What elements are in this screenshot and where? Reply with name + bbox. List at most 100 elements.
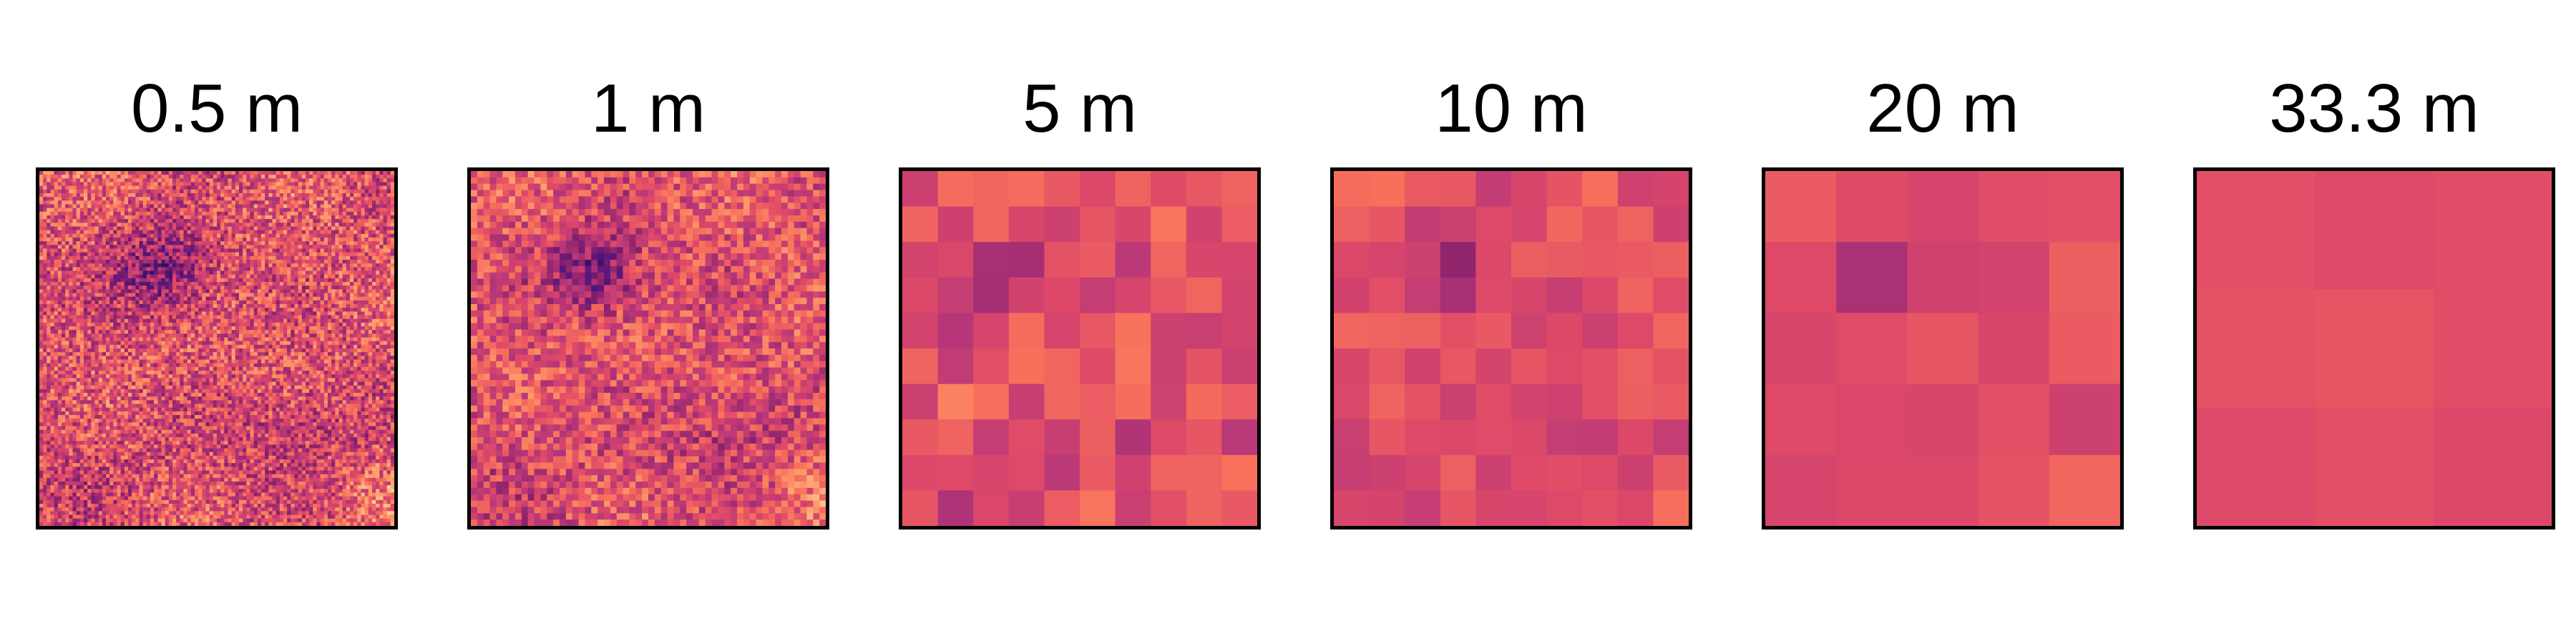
raster-cell	[331, 223, 336, 227]
raster-cell	[124, 359, 129, 364]
raster-cell	[79, 208, 84, 213]
raster-cell	[187, 315, 192, 319]
raster-cell	[357, 270, 361, 275]
raster-cell	[187, 308, 192, 312]
raster-cell	[335, 278, 339, 283]
raster-cell	[357, 293, 361, 297]
raster-cell	[213, 230, 218, 235]
raster-cell	[268, 300, 273, 305]
raster-cell	[390, 197, 394, 201]
raster-cell	[350, 270, 354, 275]
raster-cell	[72, 315, 77, 319]
raster-cell	[135, 315, 140, 319]
raster-cell	[217, 289, 221, 293]
raster-cell	[261, 223, 265, 227]
raster-cell	[246, 260, 250, 264]
raster-cell	[43, 278, 47, 283]
raster-cell	[275, 308, 280, 312]
raster-cell	[98, 282, 103, 286]
raster-cell	[165, 318, 170, 323]
raster-cell	[102, 219, 107, 223]
raster-cell	[320, 211, 325, 216]
raster-cell	[376, 200, 380, 205]
raster-cell	[57, 182, 62, 186]
raster-cell	[98, 215, 103, 220]
raster-cell	[386, 211, 391, 216]
raster-cell	[220, 352, 225, 356]
raster-cell	[128, 315, 132, 319]
raster-cell	[364, 230, 369, 235]
raster-cell	[338, 282, 343, 286]
raster-cell	[205, 326, 210, 331]
raster-cell	[368, 282, 373, 286]
raster-cell	[220, 252, 225, 257]
raster-cell	[346, 352, 351, 356]
raster-cell	[132, 200, 136, 205]
raster-cell	[224, 274, 228, 279]
raster-cell	[235, 286, 240, 290]
raster-cell	[217, 233, 221, 238]
raster-cell	[323, 171, 328, 175]
raster-cell	[98, 171, 103, 175]
raster-cell	[120, 182, 125, 186]
raster-cell	[346, 286, 351, 290]
raster-cell	[79, 282, 84, 286]
raster-cell	[257, 233, 262, 238]
raster-cell	[69, 348, 73, 353]
raster-cell	[98, 238, 103, 242]
raster-cell	[62, 267, 66, 271]
raster-cell	[94, 211, 99, 216]
raster-cell	[379, 215, 384, 220]
raster-cell	[250, 252, 254, 257]
raster-cell	[220, 215, 225, 220]
raster-cell	[132, 197, 136, 201]
raster-cell	[113, 255, 117, 260]
raster-cell	[294, 211, 298, 216]
raster-cell	[198, 308, 203, 312]
raster-cell	[183, 215, 187, 220]
raster-cell	[76, 326, 81, 331]
raster-cell	[65, 267, 69, 271]
raster-cell	[316, 289, 321, 293]
raster-cell	[190, 289, 195, 293]
raster-cell	[338, 178, 343, 182]
raster-cell	[246, 175, 250, 179]
raster-cell	[165, 278, 170, 283]
raster-cell	[261, 326, 265, 331]
raster-cell	[50, 337, 54, 341]
raster-cell	[202, 308, 206, 312]
raster-cell	[154, 208, 158, 213]
raster-cell	[361, 348, 365, 353]
raster-cell	[228, 197, 232, 201]
raster-cell	[346, 296, 351, 301]
raster-cell	[320, 326, 325, 331]
raster-cell	[113, 289, 117, 293]
raster-cell	[265, 263, 269, 268]
raster-cell	[313, 182, 317, 186]
raster-cell	[372, 255, 376, 260]
raster-cell	[323, 223, 328, 227]
raster-cell	[183, 311, 187, 316]
raster-cell	[350, 193, 354, 197]
raster-cell	[183, 337, 187, 341]
raster-cell	[142, 211, 147, 216]
raster-cell	[342, 304, 347, 308]
raster-cell	[172, 356, 177, 360]
raster-cell	[272, 215, 276, 220]
raster-cell	[364, 293, 369, 297]
raster-cell	[135, 223, 140, 227]
raster-cell	[172, 341, 177, 346]
raster-cell	[268, 326, 273, 331]
raster-cell	[217, 315, 221, 319]
raster-cell	[213, 171, 218, 175]
raster-cell	[228, 333, 232, 338]
raster-cell	[139, 215, 143, 220]
raster-cell	[353, 233, 358, 238]
raster-cell	[106, 200, 110, 205]
raster-cell	[364, 356, 369, 360]
raster-cell	[161, 171, 165, 175]
raster-cell	[353, 286, 358, 290]
raster-cell	[117, 252, 121, 257]
raster-cell	[120, 233, 125, 238]
raster-cell	[353, 175, 358, 179]
